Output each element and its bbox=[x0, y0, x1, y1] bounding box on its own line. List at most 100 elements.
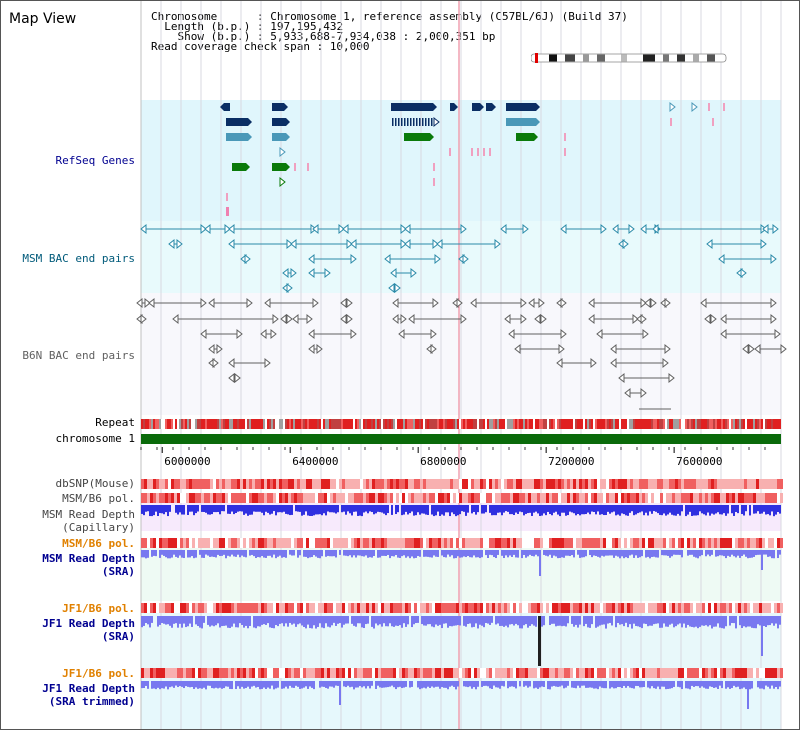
feature-end-marker[interactable] bbox=[588, 313, 595, 325]
feature-end-marker[interactable] bbox=[504, 313, 511, 325]
feature-end-marker[interactable] bbox=[140, 313, 147, 325]
feature-end-marker[interactable] bbox=[286, 238, 293, 250]
feature-end-marker[interactable] bbox=[432, 297, 439, 309]
gene-feature[interactable] bbox=[506, 103, 540, 111]
feature-end-marker[interactable] bbox=[136, 297, 143, 309]
feature-end-marker[interactable] bbox=[340, 313, 347, 325]
gene-feature[interactable] bbox=[516, 133, 538, 141]
feature-end-marker[interactable] bbox=[270, 328, 277, 340]
feature-end-marker[interactable] bbox=[200, 223, 207, 235]
gene-feature[interactable] bbox=[272, 163, 290, 171]
feature-end-marker[interactable] bbox=[718, 253, 725, 265]
ideogram-position-marker[interactable] bbox=[535, 53, 538, 63]
dbsnp-track[interactable] bbox=[141, 479, 783, 489]
feature-end-marker[interactable] bbox=[590, 357, 597, 369]
feature-end-marker[interactable] bbox=[388, 282, 395, 294]
feature-end-marker[interactable] bbox=[312, 223, 319, 235]
feature-end-marker[interactable] bbox=[308, 267, 315, 279]
gene-feature[interactable] bbox=[226, 133, 252, 141]
feature-end-marker[interactable] bbox=[770, 297, 777, 309]
feature-end-marker[interactable] bbox=[508, 328, 515, 340]
feature-end-marker[interactable] bbox=[640, 223, 647, 235]
feature-end-marker[interactable] bbox=[292, 313, 299, 325]
feature-end-marker[interactable] bbox=[770, 253, 777, 265]
feature-end-marker[interactable] bbox=[560, 297, 567, 309]
feature-end-marker[interactable] bbox=[394, 282, 401, 294]
gene-feature[interactable] bbox=[450, 103, 458, 111]
repeat-track[interactable] bbox=[141, 419, 781, 429]
gene-feature[interactable] bbox=[226, 118, 252, 126]
feature-end-marker[interactable] bbox=[308, 343, 315, 355]
feature-end-marker[interactable] bbox=[346, 313, 353, 325]
feature-end-marker[interactable] bbox=[148, 297, 155, 309]
feature-end-marker[interactable] bbox=[770, 313, 777, 325]
chromosome-bar[interactable] bbox=[141, 434, 781, 444]
feature-end-marker[interactable] bbox=[316, 343, 323, 355]
feature-end-marker[interactable] bbox=[560, 328, 567, 340]
jf1-depth-sra-track[interactable] bbox=[141, 616, 781, 666]
feature-end-marker[interactable] bbox=[558, 343, 565, 355]
feature-end-marker[interactable] bbox=[228, 223, 235, 235]
chromosome-ideogram[interactable] bbox=[531, 53, 727, 63]
feature-end-marker[interactable] bbox=[528, 297, 535, 309]
feature-end-marker[interactable] bbox=[706, 238, 713, 250]
feature-end-marker[interactable] bbox=[264, 357, 271, 369]
feature-end-marker[interactable] bbox=[234, 372, 241, 384]
feature-end-marker[interactable] bbox=[338, 223, 345, 235]
feature-end-marker[interactable] bbox=[618, 372, 625, 384]
feature-end-marker[interactable] bbox=[260, 328, 267, 340]
feature-end-marker[interactable] bbox=[652, 223, 659, 235]
feature-end-marker[interactable] bbox=[400, 313, 407, 325]
feature-end-marker[interactable] bbox=[754, 343, 761, 355]
feature-end-marker[interactable] bbox=[628, 223, 635, 235]
feature-end-marker[interactable] bbox=[640, 313, 647, 325]
feature-end-marker[interactable] bbox=[346, 238, 353, 250]
feature-end-marker[interactable] bbox=[410, 267, 417, 279]
feature-end-marker[interactable] bbox=[740, 267, 747, 279]
feature-end-marker[interactable] bbox=[308, 253, 315, 265]
feature-end-marker[interactable] bbox=[748, 343, 755, 355]
feature-end-marker[interactable] bbox=[540, 313, 547, 325]
feature-end-marker[interactable] bbox=[720, 328, 727, 340]
feature-end-marker[interactable] bbox=[514, 343, 521, 355]
msm-b6-pol-track[interactable] bbox=[141, 493, 783, 503]
feature-end-marker[interactable] bbox=[308, 328, 315, 340]
feature-end-marker[interactable] bbox=[624, 387, 631, 399]
feature-end-marker[interactable] bbox=[662, 357, 669, 369]
gene-feature[interactable] bbox=[220, 103, 230, 111]
feature-end-marker[interactable] bbox=[212, 357, 219, 369]
feature-end-marker[interactable] bbox=[400, 223, 407, 235]
feature-end-marker[interactable] bbox=[279, 146, 286, 158]
feature-end-marker[interactable] bbox=[668, 372, 675, 384]
feature-end-marker[interactable] bbox=[176, 238, 183, 250]
gene-feature[interactable] bbox=[272, 118, 290, 126]
feature-end-marker[interactable] bbox=[286, 282, 293, 294]
feature-end-marker[interactable] bbox=[433, 116, 440, 128]
feature-end-marker[interactable] bbox=[774, 328, 781, 340]
feature-end-marker[interactable] bbox=[290, 267, 297, 279]
gene-feature[interactable] bbox=[404, 133, 434, 141]
feature-end-marker[interactable] bbox=[350, 238, 357, 250]
feature-end-marker[interactable] bbox=[520, 313, 527, 325]
feature-end-marker[interactable] bbox=[632, 313, 639, 325]
feature-end-marker[interactable] bbox=[700, 297, 707, 309]
msm-depth-sra-track[interactable] bbox=[141, 550, 781, 576]
feature-end-marker[interactable] bbox=[460, 313, 467, 325]
feature-end-marker[interactable] bbox=[640, 297, 647, 309]
feature-end-marker[interactable] bbox=[290, 238, 297, 250]
feature-end-marker[interactable] bbox=[390, 267, 397, 279]
feature-end-marker[interactable] bbox=[342, 223, 349, 235]
feature-end-marker[interactable] bbox=[520, 297, 527, 309]
feature-end-marker[interactable] bbox=[350, 328, 357, 340]
gene-feature[interactable] bbox=[472, 103, 484, 111]
feature-end-marker[interactable] bbox=[430, 343, 437, 355]
feature-end-marker[interactable] bbox=[762, 223, 769, 235]
jf1-depth-trimmed-track[interactable] bbox=[141, 681, 781, 709]
feature-end-marker[interactable] bbox=[494, 238, 501, 250]
feature-end-marker[interactable] bbox=[644, 297, 651, 309]
feature-end-marker[interactable] bbox=[622, 238, 629, 250]
gene-feature[interactable] bbox=[486, 103, 496, 111]
feature-end-marker[interactable] bbox=[286, 313, 293, 325]
feature-end-marker[interactable] bbox=[710, 313, 717, 325]
